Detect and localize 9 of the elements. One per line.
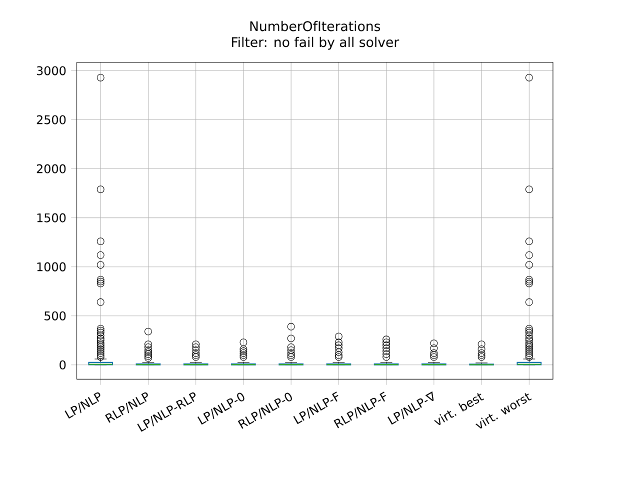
chart-title: NumberOfIterations (250, 20, 380, 32)
y-tick-label: 2000 (36, 164, 66, 174)
y-tick-label: 500 (44, 311, 66, 320)
y-tick-label: 1500 (37, 213, 66, 222)
chart-subtitle: Filter: no fail by all solver (232, 36, 400, 50)
y-tick-label: 0 (60, 360, 66, 370)
y-tick-label: 2500 (36, 115, 66, 124)
y-tick-label: 3000 (36, 66, 66, 76)
y-tick-label: 1000 (37, 262, 66, 272)
